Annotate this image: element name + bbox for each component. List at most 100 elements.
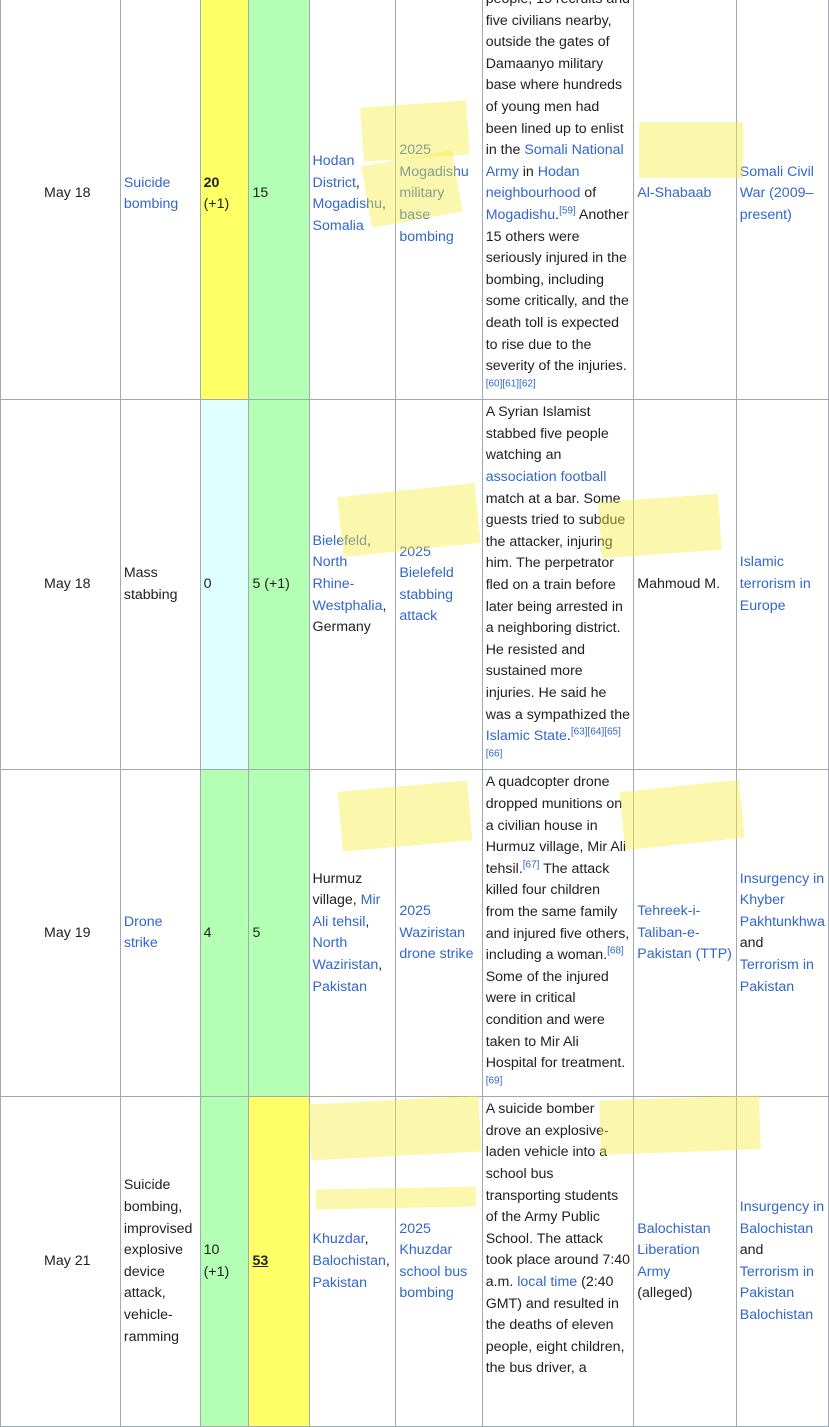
dead-extra: (+1) — [203, 196, 230, 213]
location-text: Hurmuz village — [312, 870, 363, 909]
citation-ref[interactable]: [59] — [559, 205, 576, 217]
date-cell: May 18 — [0, 0, 121, 401]
type-cell: Suicide bombing, improvised explosive de… — [119, 1096, 201, 1427]
date-text: May 19 — [44, 924, 91, 941]
article-cell: 2025 Khuzdar school bus bombing — [395, 1096, 483, 1427]
citation-ref[interactable]: [69] — [485, 1074, 503, 1086]
article-link[interactable]: 2025 Mogadishu military base bombing — [399, 142, 469, 245]
location-link[interactable]: Pakistan — [312, 978, 367, 995]
date-cell: May 18 — [0, 399, 121, 771]
perpetrator-cell: Al-Shabaab — [633, 0, 737, 401]
details-text: A quadcopter drone dropped munitions on … — [485, 774, 630, 1086]
location-cell: Hurmuz village, Mir Ali tehsil, North Wa… — [308, 769, 397, 1098]
perpetrator-link[interactable]: Tehreek-i-Taliban-e-Pakistan (TTP) — [637, 902, 732, 963]
details-cell: A quadcopter drone dropped munitions on … — [481, 769, 635, 1098]
location-link[interactable]: Khuzdar — [312, 1231, 365, 1248]
location-link[interactable]: Mir Ali tehsil — [312, 892, 381, 930]
separator: , — [364, 1231, 369, 1248]
conflict-link[interactable]: Islamic terrorism in Europe — [739, 554, 811, 614]
conflict-link[interactable]: Balochistan — [739, 1306, 814, 1323]
date-text: May 21 — [44, 1252, 91, 1269]
dead-count: 4 — [203, 924, 212, 941]
dead-count: 10 (+1) — [203, 1242, 230, 1280]
perpetrator-link[interactable]: Al-Shabaab — [637, 185, 712, 202]
perpetrator-cell: Tehreek-i-Taliban-e-Pakistan (TTP) — [633, 769, 737, 1098]
separator: , — [385, 1252, 390, 1269]
dead-cell: 20 (+1) — [199, 0, 250, 401]
perpetrator-note: (alleged) — [637, 1285, 693, 1302]
date-cell: May 19 — [0, 769, 121, 1098]
details-link[interactable]: local time — [517, 1274, 578, 1291]
type-cell: Suicide bombing — [119, 0, 201, 401]
details-text: A suicide bomber drove an explosive-lade… — [485, 1101, 631, 1377]
details-link[interactable]: association football — [485, 469, 607, 486]
perpetrator-link[interactable]: Balochistan Liberation Army — [637, 1220, 711, 1280]
citation-ref[interactable]: [67] — [522, 859, 540, 871]
location-link[interactable]: Hodan District — [312, 152, 356, 191]
injured-cell: 53 — [248, 1096, 310, 1427]
article-link[interactable]: 2025 Waziristan drone strike — [399, 902, 474, 963]
table-row: May 18 Mass stabbing 0 5 (+1) Bielefeld,… — [0, 399, 829, 771]
injured-cell: 5 — [248, 769, 310, 1098]
citation-ref[interactable]: [68] — [607, 945, 624, 957]
separator: , — [352, 892, 361, 909]
separator: , — [366, 532, 371, 549]
injured-count: 5 — [252, 924, 261, 941]
dead-cell: 4 — [199, 769, 250, 1098]
perpetrator-cell: Balochistan Liberation Army (alleged) — [633, 1096, 737, 1427]
conflict-link[interactable]: Terrorism in Pakistan — [739, 1263, 814, 1302]
location-cell: Khuzdar, Balochistan, Pakistan — [308, 1096, 397, 1427]
dead-count: 0 — [203, 576, 212, 593]
location-link[interactable]: Pakistan — [312, 1274, 367, 1291]
injured-cell: 15 — [248, 0, 310, 401]
type-cell: Mass stabbing — [119, 399, 201, 771]
details-text: people, 15 recruits and five civilians n… — [485, 0, 630, 389]
conflict-link[interactable]: Terrorism in Pakistan — [739, 956, 814, 995]
conflict-link[interactable]: Somali Civil War (2009–present) — [739, 163, 814, 223]
location-link[interactable]: North Rhine-Westphalia — [312, 554, 383, 614]
location-cell: Hodan District, Mogadishu, Somalia — [308, 0, 397, 401]
details-link[interactable]: Islamic State — [485, 728, 567, 745]
details-link[interactable]: Hodan neighbourhood — [485, 163, 581, 202]
table-row: May 21 Suicide bombing, improvised explo… — [0, 1096, 829, 1427]
details-link[interactable]: Somali National Army — [485, 142, 624, 180]
type-cell: Drone strike — [119, 769, 201, 1098]
date-cell: May 21 — [0, 1096, 121, 1427]
conflict-cell: Somali Civil War (2009–present) — [735, 0, 829, 401]
details-text: A Syrian Islamist stabbed five people wa… — [485, 404, 631, 760]
location-link[interactable]: Balochistan — [312, 1252, 386, 1269]
separator: , — [382, 597, 387, 614]
conflict-cell: Insurgency in Balochistan and Terrorism … — [735, 1096, 829, 1427]
separator: , — [365, 913, 370, 930]
table-row: May 18 Suicide bombing 20 (+1) 15 Hodan … — [0, 0, 829, 401]
dead-cell: 10 (+1) — [199, 1096, 250, 1427]
table-row: May 19 Drone strike 4 5 Hurmuz village, … — [0, 769, 829, 1098]
location-link[interactable]: Mogadishu — [312, 196, 382, 213]
conflict-cell: Islamic terrorism in Europe — [735, 399, 829, 771]
details-cell: people, 15 recruits and five civilians n… — [481, 0, 635, 401]
article-link[interactable]: 2025 Bielefeld stabbing attack — [399, 543, 454, 625]
separator: and — [739, 1242, 764, 1259]
type-link[interactable]: Suicide bombing — [123, 174, 179, 213]
location-link[interactable]: Somalia — [312, 217, 364, 234]
location-link[interactable]: Bielefeld — [312, 532, 367, 549]
location-link[interactable]: North Waziristan — [312, 935, 379, 973]
date-text: May 18 — [44, 185, 91, 202]
details-cell: A Syrian Islamist stabbed five people wa… — [481, 399, 635, 771]
details-link[interactable]: Mogadishu — [485, 206, 556, 223]
type-text: Suicide bombing, improvised explosive de… — [123, 1177, 193, 1345]
citation-ref[interactable]: [63][64][65][66] — [485, 726, 621, 760]
citation-ref[interactable]: [60][61][62] — [485, 377, 536, 389]
injured-count: 5 (+1) — [252, 576, 290, 593]
injured-count: 53 — [252, 1252, 269, 1269]
injured-cell: 5 (+1) — [248, 399, 310, 771]
separator: , — [355, 174, 360, 191]
article-link[interactable]: 2025 Khuzdar school bus bombing — [399, 1220, 468, 1302]
conflict-link[interactable]: Insurgency in Balochistan — [739, 1199, 825, 1237]
type-link[interactable]: Drone strike — [123, 913, 163, 952]
dead-cell: 0 — [199, 399, 250, 771]
conflict-link[interactable]: Insurgency in Khyber Pakhtunkhwa — [739, 870, 825, 930]
article-cell: 2025 Bielefeld stabbing attack — [395, 399, 483, 771]
